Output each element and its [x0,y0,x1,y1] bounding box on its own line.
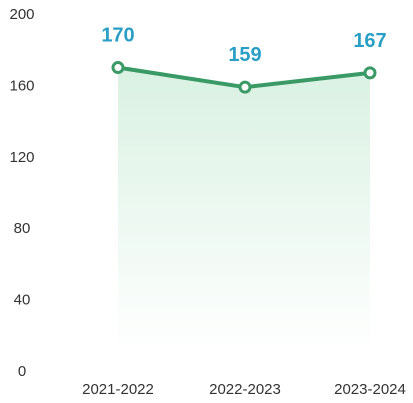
data-labels: 170 159 167 [101,25,386,67]
area-fill [118,67,370,353]
x-tick-label: 2023-2024 [334,381,406,398]
plot-area [111,61,377,353]
x-axis: 2021-2022 2022-2023 2023-2024 [82,381,406,398]
y-tick-label: 160 [9,77,34,94]
y-tick-label: 0 [18,363,26,380]
data-label: 167 [353,30,386,52]
y-tick-label: 40 [14,292,31,309]
y-tick-label: 120 [9,149,34,166]
data-point-marker [363,66,377,80]
x-tick-label: 2022-2023 [209,381,281,398]
data-label: 159 [228,44,261,66]
y-tick-label: 200 [9,6,34,23]
y-axis: 0 40 80 120 160 200 [9,6,34,380]
data-point-marker [111,61,125,75]
y-tick-label: 80 [14,220,31,237]
x-tick-label: 2021-2022 [82,381,154,398]
data-label: 170 [101,25,134,47]
data-point-marker [238,80,252,94]
